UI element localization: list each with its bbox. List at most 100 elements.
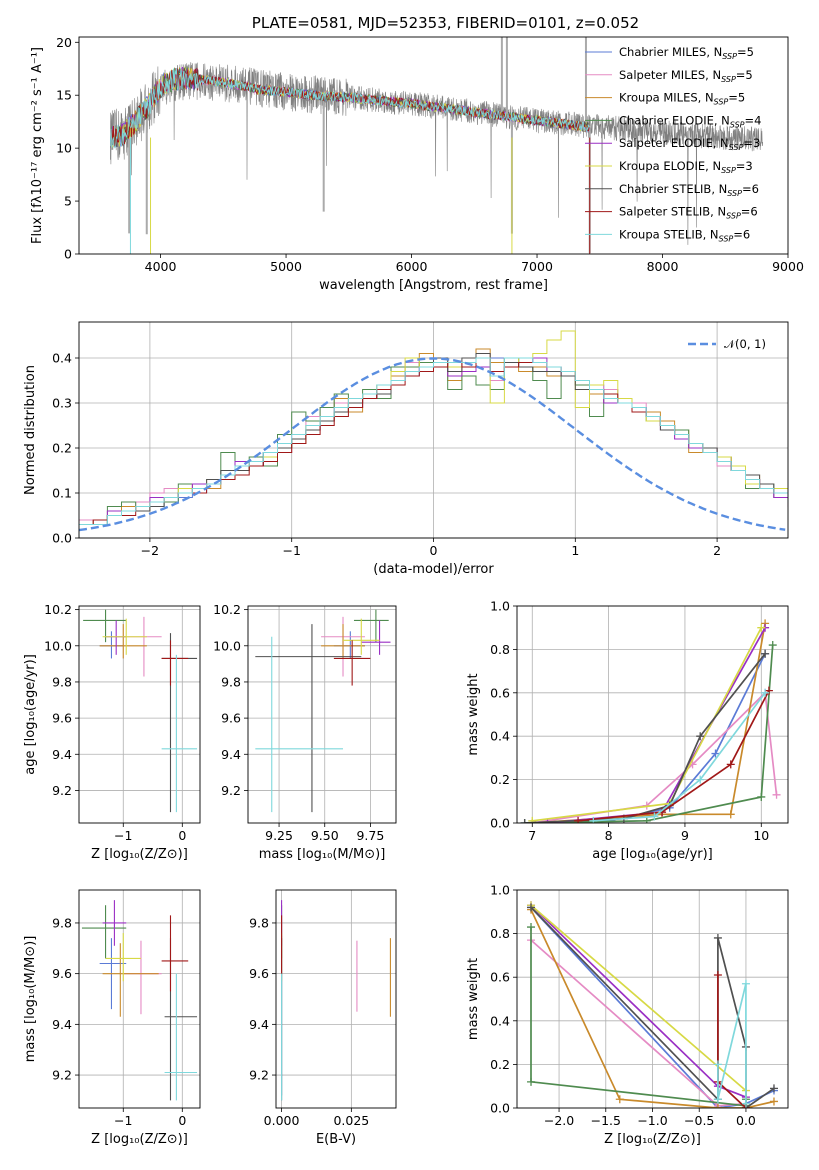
legend-label-kroupa-miles: Kroupa MILES, NSSP=5 [619,91,745,107]
observed-spectrum [110,62,763,245]
y-axis-label: Flux [fλ10⁻¹⁷ erg cm⁻² s⁻¹ A⁻¹] [30,47,45,244]
y-tick-label: 9.4 [221,747,241,762]
x-tick-label: 1 [571,543,579,558]
plot-frame [78,36,789,255]
plot-frame [78,605,201,824]
y-tick-label: 10.0 [213,638,241,653]
legend-name: Salpeter MILES, N [619,68,721,82]
y-tick-label: 15 [56,88,72,103]
x-axis-label: (data-model)/error [373,562,494,577]
errorbar-kroupa-miles [102,943,159,1017]
y-tick-label: 0.2 [52,441,72,456]
marker-salpeter-miles [772,790,781,799]
y-axis-label: age [log₁₀(age/yr)] [23,654,38,775]
y-tick-label: 9.6 [52,966,72,981]
legend-label-chabrier-elodie: Chabrier ELODIE, NSSP=4 [619,113,761,129]
errorbar-kroupa-elodie [343,618,380,655]
y-tick-label: 10 [56,141,72,156]
errorbar-kroupa-elodie [105,933,141,982]
errorbar-salpeter-miles [123,940,162,1015]
errorbar-chabrier-stelib [164,938,198,1101]
errorbar-kroupa-miles [321,624,365,659]
errorbar-kroupa-stelib [164,973,198,1101]
x-tick-label: 7 [528,828,536,843]
x-tick-label: 0.025 [333,1113,369,1128]
errorbar-salpeter-stelib [161,915,189,992]
y-tick-label: 9.2 [52,783,72,798]
y-tick-label: 0.2 [490,772,510,787]
x-axis-label: wavelength [Angstrom, rest frame] [319,278,548,293]
normal-curve [79,357,786,532]
line-chabrier-miles [530,906,775,1108]
marker-chabrier-elodie [527,1077,536,1086]
legend-sub: SSP [730,120,745,129]
x-tick-label: 0.0 [736,1113,756,1128]
x-tick-label: 4000 [145,259,177,274]
x-tick-label: 9 [681,828,689,843]
legend-tail: =3 [743,136,760,150]
legend-name: Salpeter ELODIE, N [619,136,729,150]
marker-chabrier-stelib [527,903,536,912]
y-tick-label: 0.4 [52,351,72,366]
x-tick-label: −1 [114,1113,132,1128]
y-tick-label: 1.0 [490,599,510,614]
legend-sub: SSP [719,234,734,243]
line-salpeter-stelib [578,690,770,822]
y-tick-label: 0 [64,247,72,262]
x-tick-label: 9.75 [356,828,384,843]
line-salpeter-miles [532,691,778,823]
marker-kroupa-miles [713,1104,722,1108]
y-tick-label: 0.0 [490,816,510,831]
x-tick-label: 0.000 [264,1113,300,1128]
y-tick-label: 0.2 [490,1057,510,1072]
mass_vs_ebv-plot-area [281,900,391,1101]
errorbar-salpeter-elodie [361,620,391,655]
errorbar-chabrier-elodie [81,905,127,959]
marker-salpeter-stelib [574,816,583,823]
x-tick-label: −2 [141,543,159,558]
mass_vs_Z-plot-area [81,900,198,1101]
line-chabrier-stelib [524,653,766,823]
errorbar-salpeter-elodie [102,900,127,946]
legend-tail: =5 [736,68,753,82]
x-tick-label: −2.0 [544,1113,574,1128]
y-tick-label: 9.6 [249,966,269,981]
histogram-salpeter-miles [79,353,788,538]
y-tick-label: 0.4 [490,729,510,744]
marker-chabrier-stelib [713,933,722,942]
legend-tail: =5 [728,91,745,105]
y-tick-label: 9.4 [52,1017,72,1032]
marker-chabrier-elodie [527,923,536,932]
errorbar-salpeter-stelib [333,640,371,686]
mass_vs_Z-panel: −1 0 9.2 9.4 9.6 9.8 Z [log₁₀(Z/Z⊙)] mass [log₁… [23,889,201,1147]
plot-frame [78,321,789,539]
x-tick-label: −1 [114,828,132,843]
figure-title: PLATE=0581, MJD=52353, FIBERID=0101, z=0… [252,14,639,32]
x-tick-label: 7000 [521,259,553,274]
plot-frame [247,605,397,824]
x-tick-label: −1.5 [591,1113,621,1128]
x-tick-label: −0.5 [684,1113,714,1128]
line-kroupa-stelib [593,692,766,822]
histogram-kroupa-miles [79,348,788,538]
age_vs_mass-panel: 9.25 9.50 9.75 9.2 9.4 9.6 9.8 10.0 10.2 mass [lo… [213,602,397,862]
marker-kroupa-elodie [528,816,537,823]
marker-salpeter-stelib [726,760,735,769]
marker-kroupa-miles [726,810,735,819]
line-chabrier-elodie [530,927,747,1107]
y-tick-label: 10.2 [44,602,72,617]
legend-name: Kroupa STELIB, N [619,227,719,241]
marker-kroupa-stelib [589,816,598,823]
x-tick-label: 8 [605,828,613,843]
massweight_vs_Z-panel: −2.0 −1.5 −1.0 −0.5 0.0 0.0 0.2 0.4 0.6 0.8 1.0 Z [… [466,883,789,1147]
spectrum-panel: 4000 5000 6000 7000 8000 9000 0 5 10 15 20 waveleng… [30,14,804,293]
marker-salpeter-stelib [713,971,722,980]
x-axis-label: Z [log₁₀(Z/Z⊙)] [91,1132,188,1147]
y-tick-label: 0.6 [490,970,510,985]
marker-kroupa-miles [615,1095,624,1104]
legend-sub: SSP [721,166,736,175]
histogram-chabrier-stelib [79,353,788,538]
y-tick-label: 0.0 [490,1101,510,1116]
errorbar-chabrier-stelib [255,624,362,813]
errorbar-salpeter-stelib [161,640,189,686]
